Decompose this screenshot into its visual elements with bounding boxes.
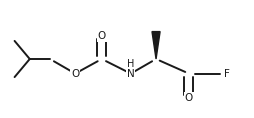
Text: O: O bbox=[71, 69, 79, 79]
Text: N: N bbox=[127, 69, 135, 79]
Text: H: H bbox=[127, 59, 134, 69]
Polygon shape bbox=[152, 32, 160, 59]
Text: O: O bbox=[185, 93, 193, 103]
Text: F: F bbox=[224, 69, 230, 79]
Text: O: O bbox=[98, 31, 106, 41]
